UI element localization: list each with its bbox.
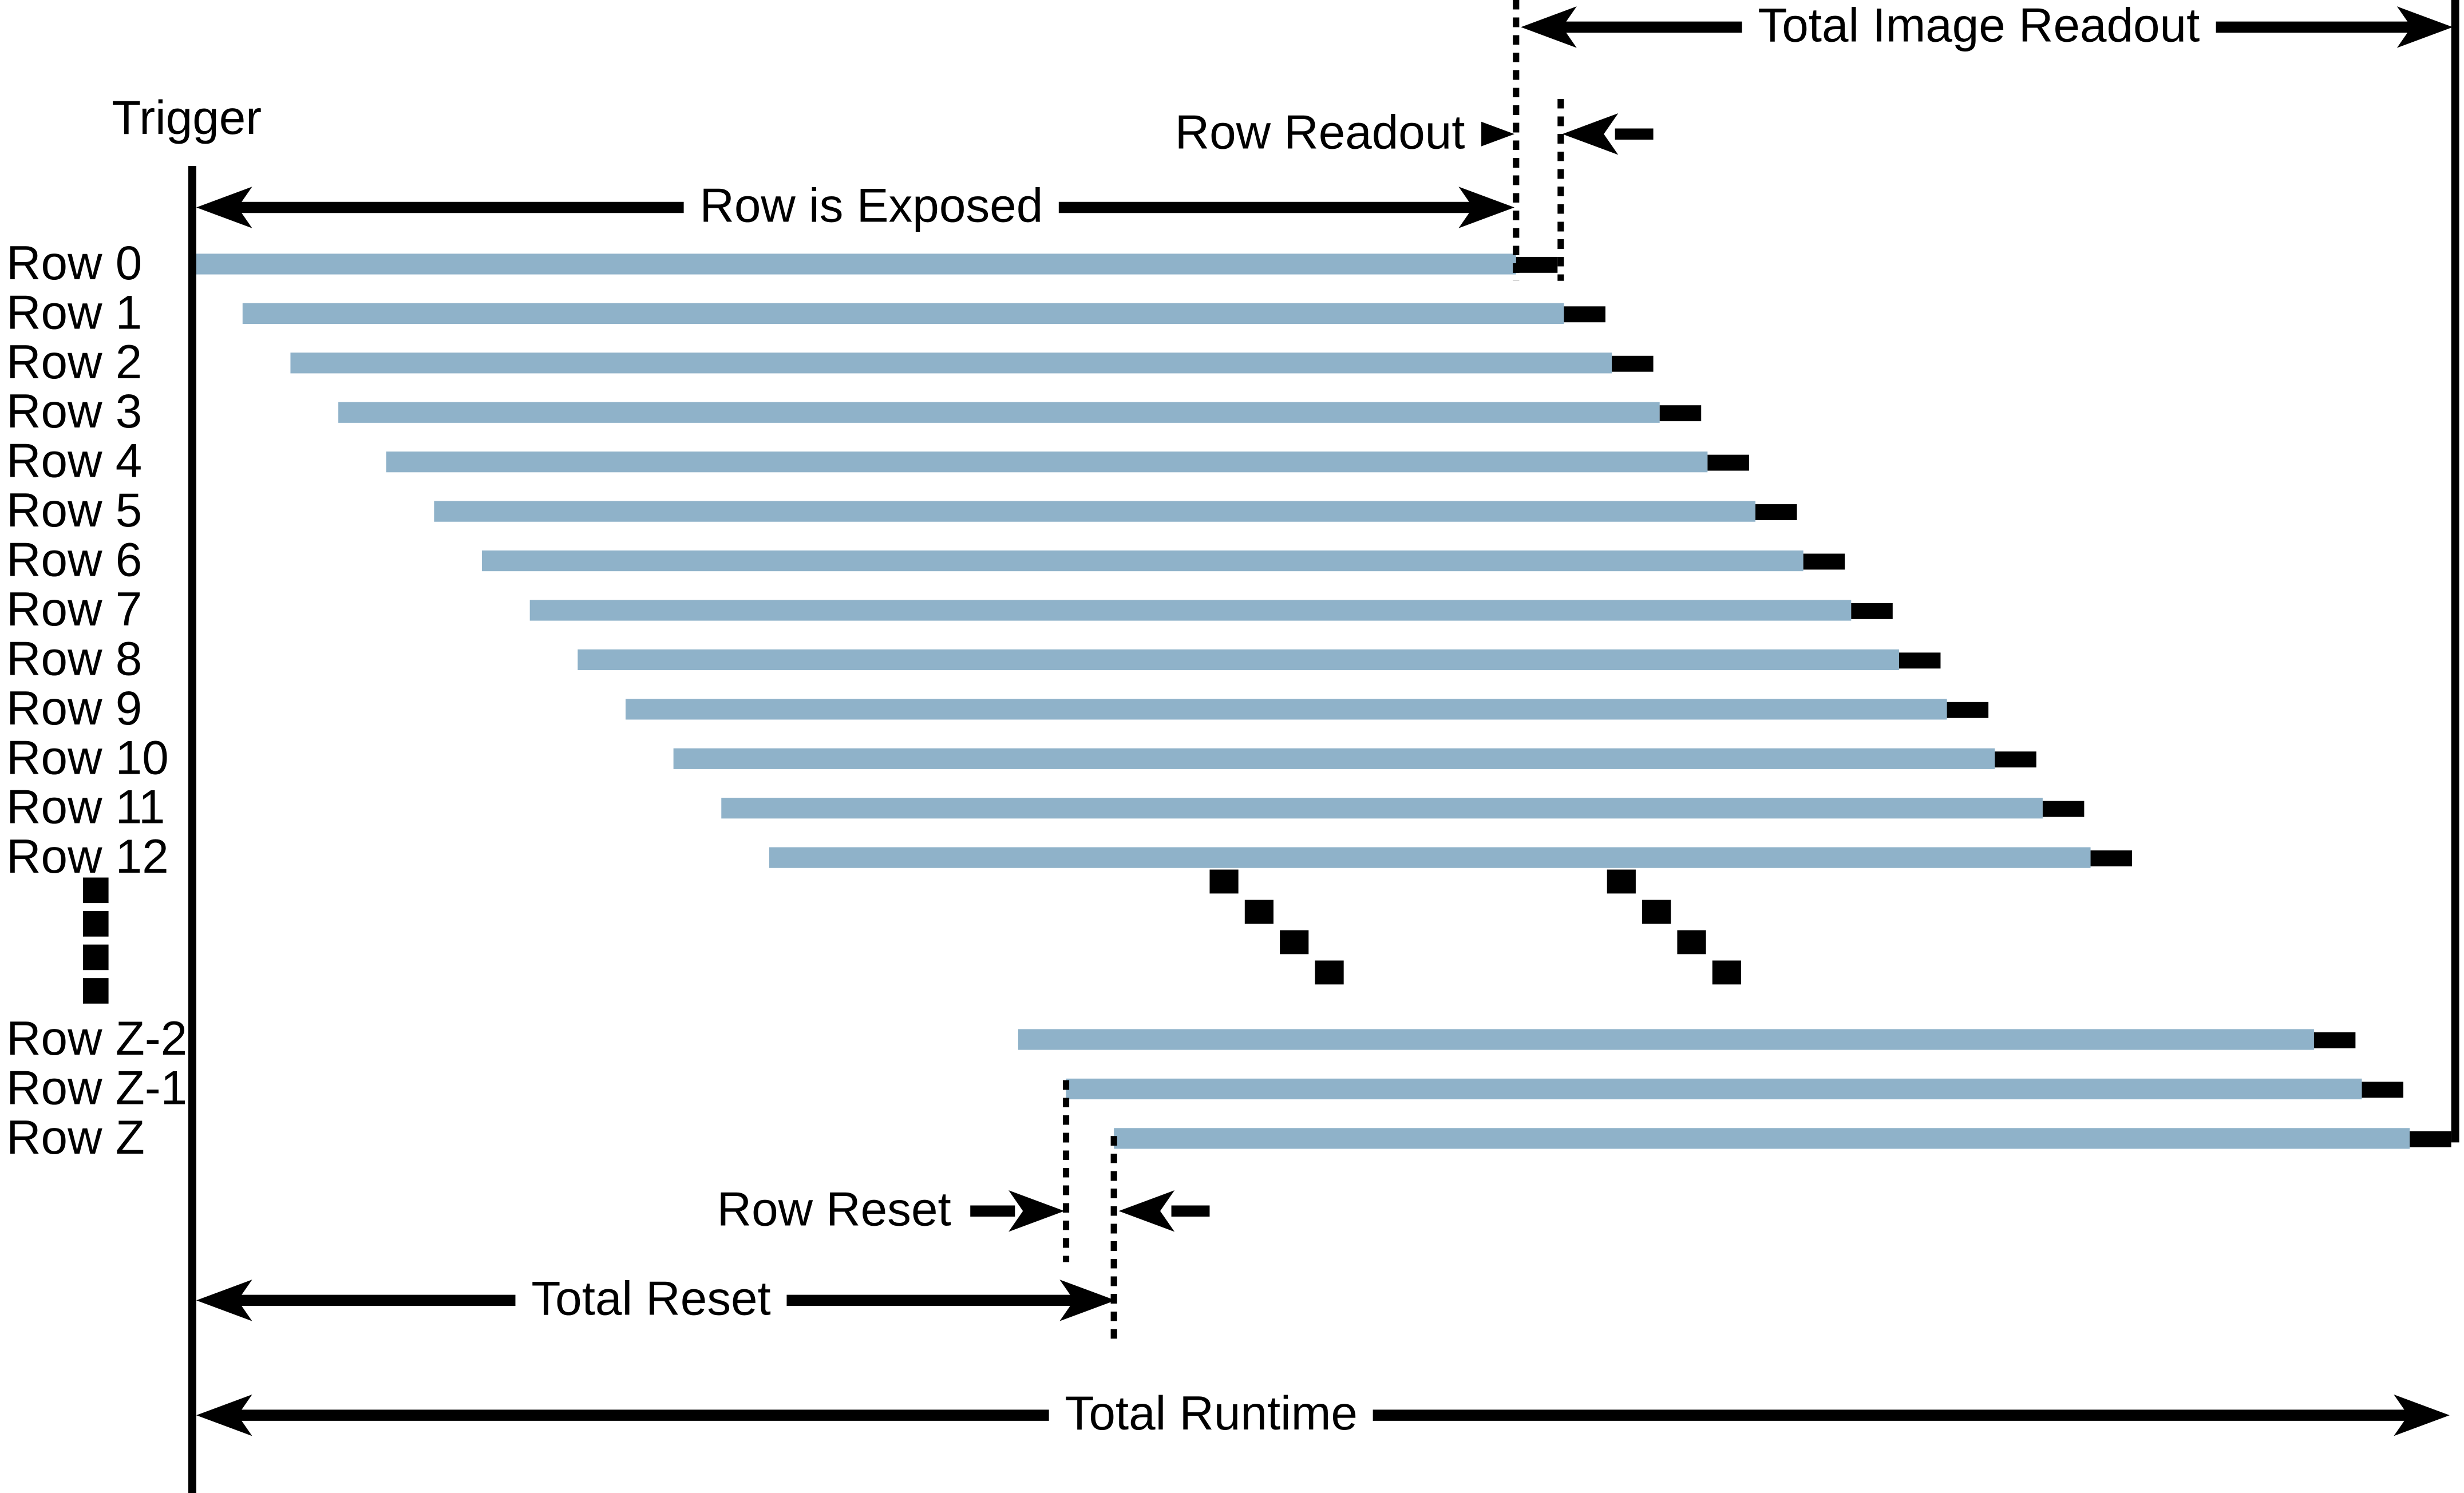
readout-mark bbox=[1612, 355, 1654, 372]
row-label: Row Z bbox=[6, 1112, 145, 1165]
bar-continuation-dot bbox=[1244, 900, 1273, 924]
bar-continuation-dot bbox=[1209, 869, 1239, 894]
reset-end-dashed-line bbox=[1110, 1136, 1117, 1339]
exposure-bar bbox=[673, 748, 1995, 769]
row-label: Row 9 bbox=[6, 683, 143, 736]
readout-mark bbox=[1659, 405, 1702, 422]
row-continuation-dot bbox=[82, 877, 109, 904]
exposure-bar bbox=[195, 254, 1516, 275]
total-reset-label: Total Reset bbox=[515, 1273, 787, 1328]
row-label: Row 4 bbox=[6, 435, 143, 489]
row-continuation-dot bbox=[82, 944, 109, 971]
readout-mark bbox=[2313, 1032, 2356, 1048]
row-reset-arrow-left bbox=[1118, 1190, 1210, 1232]
row-label: Row Z-2 bbox=[6, 1013, 188, 1066]
exposure-bar bbox=[769, 847, 2091, 868]
exposure-bar bbox=[721, 798, 2043, 819]
row-reset-arrow-right bbox=[970, 1190, 1065, 1232]
readout-mark bbox=[1899, 652, 1941, 669]
readout-end-dashed-line bbox=[1557, 98, 1564, 281]
readout-continuation-dot bbox=[1712, 960, 1741, 985]
row-is-exposed-label: Row is Exposed bbox=[683, 180, 1059, 235]
exposure-bar bbox=[434, 501, 1756, 522]
bar-continuation-dot bbox=[1315, 960, 1344, 985]
readout-mark bbox=[1995, 751, 2036, 768]
row-label: Row 3 bbox=[6, 386, 143, 439]
row-label: Row 12 bbox=[6, 831, 169, 884]
exposure-bar bbox=[242, 303, 1564, 324]
exposure-bar bbox=[290, 353, 1612, 374]
exposure-bar bbox=[386, 452, 1708, 473]
row-label: Row 7 bbox=[6, 584, 143, 637]
exposure-bar bbox=[625, 699, 1947, 720]
row-label: Row 6 bbox=[6, 534, 143, 588]
exposure-bar bbox=[482, 550, 1803, 572]
exposure-bar bbox=[529, 600, 1852, 621]
row-label: Row 5 bbox=[6, 485, 143, 538]
exposure-bar bbox=[1018, 1029, 2314, 1050]
exposure-bar bbox=[578, 649, 1899, 671]
row-label: Row 10 bbox=[6, 732, 169, 785]
row-readout-arrow-left bbox=[1562, 113, 1654, 155]
row-label: Row 8 bbox=[6, 633, 143, 686]
readout-continuation-dot bbox=[1677, 930, 1706, 955]
bar-continuation-dot bbox=[1280, 930, 1309, 955]
readout-mark bbox=[1803, 553, 1845, 570]
readout-continuation-dot bbox=[1642, 900, 1671, 924]
readout-mark bbox=[2362, 1082, 2404, 1098]
row-label: Row 2 bbox=[6, 336, 143, 390]
readout-mark bbox=[1516, 256, 1558, 273]
row-label: Row 11 bbox=[6, 782, 165, 835]
readout-mark bbox=[2042, 801, 2085, 817]
exposure-bar bbox=[1114, 1128, 2410, 1149]
exposure-bar bbox=[338, 402, 1660, 423]
readout-mark bbox=[1564, 306, 1605, 323]
readout-mark bbox=[1755, 504, 1797, 520]
readout-mark bbox=[2410, 1131, 2451, 1147]
trigger-label: Trigger bbox=[112, 92, 262, 145]
readout-mark bbox=[1851, 603, 1893, 619]
row-continuation-dot bbox=[82, 978, 109, 1004]
total-image-readout-label: Total Image Readout bbox=[1742, 0, 2216, 54]
reset-start-dashed-line bbox=[1062, 1080, 1070, 1262]
row-label: Row 1 bbox=[6, 287, 143, 340]
row-label: Row Z-1 bbox=[6, 1062, 188, 1115]
row-label: Row 0 bbox=[6, 237, 143, 291]
readout-mark bbox=[1947, 702, 1989, 718]
readout-continuation-dot bbox=[1607, 869, 1636, 894]
readout-mark bbox=[2090, 850, 2133, 866]
row-continuation-dot bbox=[82, 911, 109, 937]
row-reset-label: Row Reset bbox=[701, 1183, 967, 1238]
readout-mark bbox=[1707, 454, 1749, 471]
total-runtime-label: Total Runtime bbox=[1049, 1388, 1374, 1443]
exposure-bar bbox=[1066, 1078, 2362, 1100]
row-readout-label: Row Readout bbox=[1158, 106, 1481, 161]
trigger-line bbox=[188, 165, 196, 1493]
readout-start-dashed-line bbox=[1513, 0, 1520, 281]
image-readout-end-line bbox=[2451, 0, 2459, 1143]
